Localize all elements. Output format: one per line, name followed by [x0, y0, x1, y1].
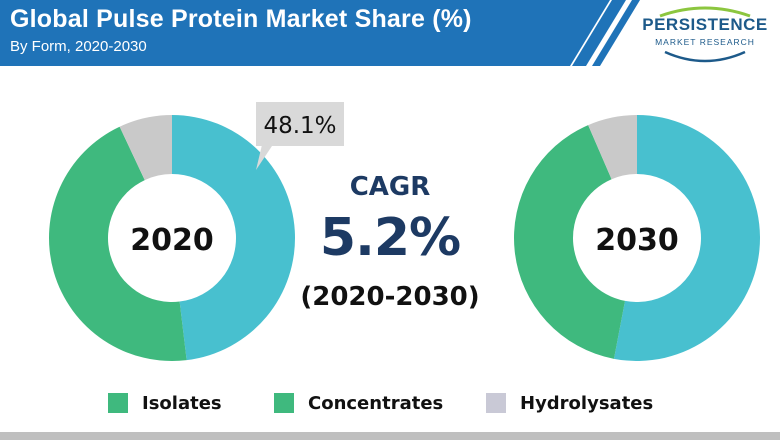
logo-tagline: MARKET RESEARCH	[655, 37, 755, 47]
header-blue-band	[0, 0, 610, 66]
legend-swatch-concentrates	[274, 393, 294, 413]
header-shape	[0, 0, 640, 66]
logo-wordmark: PERSISTENCE	[642, 15, 768, 34]
donut-center-label-2030: 2030	[595, 223, 679, 258]
donut-slice-2030-isolates	[613, 115, 761, 362]
logo-arc-top	[659, 6, 751, 18]
legend-item-isolates: Isolates	[108, 390, 222, 416]
legend-item-hydrolysates: Hydrolysates	[486, 390, 653, 416]
company-logo: PERSISTENCE MARKET RESEARCH	[640, 6, 770, 68]
logo-arc-bottom	[664, 50, 746, 63]
donut-center-label-2020: 2020	[130, 223, 214, 258]
header-stripe-1	[572, 0, 626, 66]
legend-label: Hydrolysates	[520, 392, 654, 414]
logo-swoosh	[659, 6, 751, 63]
cagr-value: 5.2%	[319, 208, 461, 268]
footer-bar	[0, 432, 780, 440]
donut-slice-2020-concentrates	[49, 126, 187, 362]
callout-box	[256, 102, 344, 146]
legend-label: Concentrates	[308, 392, 444, 414]
donut-slice-2020-hydrolysates	[119, 115, 172, 181]
legend-swatch-isolates	[108, 393, 128, 413]
page-title: Global Pulse Protein Market Share (%)	[10, 5, 472, 33]
donut-chart-2020	[49, 115, 295, 362]
callout-value: 48.1%	[263, 113, 336, 139]
header-stripe-2	[592, 0, 640, 66]
page-subtitle: By Form, 2020-2030	[10, 38, 147, 55]
legend-label: Isolates	[142, 392, 222, 414]
donut-slice-2030-hydrolysates	[588, 115, 637, 180]
cagr-period: (2020-2030)	[300, 282, 480, 312]
donut-chart-2030	[514, 115, 761, 362]
callout-2020-isolates: 48.1%	[256, 102, 344, 170]
header-banner: Global Pulse Protein Market Share (%) By…	[0, 0, 780, 70]
donut-slice-2030-concentrates	[514, 125, 626, 359]
cagr-label: CAGR	[349, 172, 431, 202]
legend-swatch-hydrolysates	[486, 393, 506, 413]
donut-charts: 48.1% 2020 2030	[49, 102, 761, 362]
chart-legend: Isolates Concentrates Hydrolysates	[0, 390, 780, 416]
donut-slice-2020-isolates	[172, 115, 295, 361]
legend-item-concentrates: Concentrates	[274, 390, 443, 416]
